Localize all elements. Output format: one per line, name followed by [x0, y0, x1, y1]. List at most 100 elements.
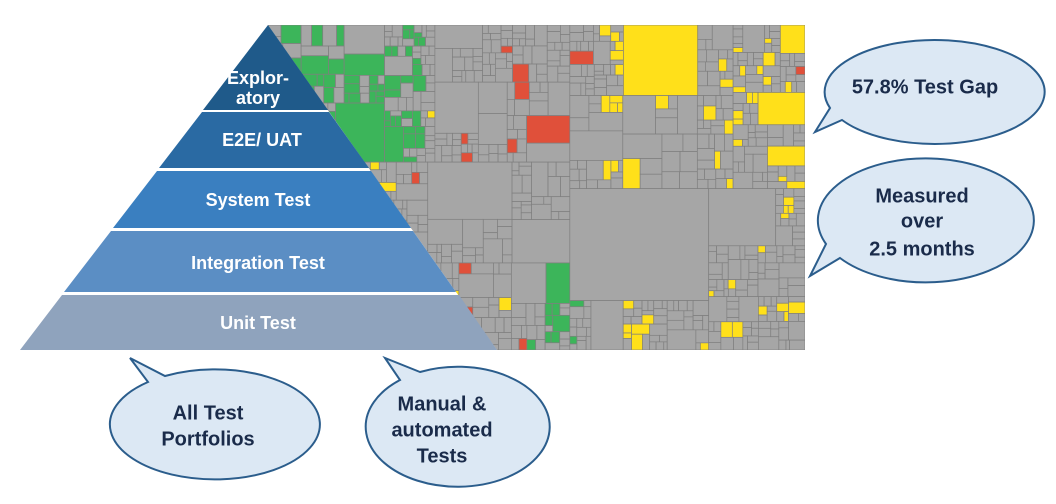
treemap-cell	[778, 277, 789, 289]
treemap-cell	[500, 30, 513, 39]
treemap-cell	[750, 112, 759, 126]
treemap-cell	[412, 51, 422, 59]
treemap-cell	[739, 65, 747, 77]
treemap-cell	[511, 201, 522, 209]
treemap-cell	[769, 25, 781, 32]
callout-text: 2.5 months	[869, 238, 975, 260]
treemap-cell	[610, 64, 616, 76]
treemap-cell	[606, 74, 619, 87]
treemap-cell	[798, 313, 805, 322]
treemap-cell	[716, 253, 729, 264]
treemap-cell	[580, 82, 587, 96]
treemap-cell	[413, 32, 423, 38]
treemap-cell	[742, 139, 749, 147]
treemap-cell	[799, 124, 805, 134]
treemap-cell	[328, 45, 345, 60]
treemap-cell	[783, 196, 795, 206]
treemap-cell	[425, 152, 436, 163]
treemap-cell	[649, 334, 661, 343]
treemap-cell	[482, 52, 490, 65]
treemap-cell	[742, 103, 751, 114]
treemap-cell	[705, 39, 713, 51]
treemap-cell	[300, 55, 329, 75]
treemap-cell	[655, 117, 678, 135]
treemap-cell	[789, 339, 805, 350]
treemap-cell	[482, 63, 491, 77]
treemap-cell	[792, 225, 805, 233]
treemap-cell	[776, 245, 784, 257]
treemap-cell	[579, 180, 587, 190]
treemap-cell	[425, 25, 436, 32]
treemap-cell	[384, 36, 391, 47]
treemap-cell	[488, 297, 500, 306]
treemap-cell	[513, 115, 528, 130]
callout-text: Measured	[875, 185, 968, 207]
treemap-cell	[778, 262, 805, 279]
treemap-cell	[429, 64, 436, 76]
pyramid-level	[113, 171, 411, 228]
treemap-cell	[775, 205, 784, 214]
treemap-cell	[747, 124, 756, 133]
treemap-cell	[412, 110, 422, 127]
treemap-cell	[417, 224, 429, 233]
treemap-cell	[696, 159, 715, 170]
treemap-cell	[434, 25, 483, 49]
treemap-cell	[731, 321, 744, 338]
treemap-cell	[359, 74, 370, 87]
treemap-cell	[402, 29, 411, 40]
treemap-cell	[732, 92, 747, 104]
treemap-cell	[526, 339, 537, 350]
treemap-cell	[726, 178, 734, 190]
treemap-cell	[708, 286, 718, 292]
treemap-cell	[546, 49, 561, 62]
level-label: Unit Test	[220, 313, 296, 333]
treemap-cell	[720, 321, 733, 338]
treemap-cell	[770, 296, 778, 307]
treemap-cell	[497, 226, 513, 240]
treemap-cell	[593, 33, 600, 42]
treemap-cell	[593, 25, 600, 35]
treemap-cell	[590, 300, 624, 350]
treemap-cell	[762, 52, 776, 67]
treemap-cell	[395, 161, 413, 175]
treemap-cell	[653, 308, 668, 317]
treemap-cell	[506, 52, 513, 62]
treemap-cell	[506, 81, 516, 100]
treemap-cell	[569, 32, 584, 42]
treemap-cell	[561, 41, 571, 51]
treemap-cell	[764, 38, 773, 44]
treemap-cell	[713, 290, 725, 298]
treemap-cell	[452, 132, 462, 141]
treemap-cell	[746, 52, 754, 67]
treemap-cell	[622, 308, 635, 318]
treemap-cell	[617, 74, 624, 87]
treemap-cell	[391, 45, 399, 57]
treemap-cell	[747, 132, 756, 139]
treemap-cell	[583, 25, 594, 32]
treemap-cell	[732, 75, 747, 88]
treemap-cell	[441, 155, 453, 163]
treemap-cell	[762, 84, 772, 93]
treemap-cell	[311, 25, 324, 47]
treemap-cell	[550, 196, 571, 213]
treemap-cell	[708, 188, 777, 247]
treemap-cell	[482, 238, 503, 264]
treemap-cell	[723, 279, 729, 290]
level-label: E2E/ UAT	[222, 130, 302, 150]
treemap-cell	[783, 311, 789, 322]
treemap-cell	[441, 256, 452, 264]
treemap-cell	[300, 45, 329, 57]
treemap-cell	[794, 165, 805, 174]
treemap-cell	[752, 171, 764, 182]
treemap-cell	[544, 325, 554, 333]
treemap-cell	[585, 83, 595, 90]
treemap-cell	[683, 310, 694, 318]
treemap-cell	[766, 310, 778, 322]
treemap-cell	[692, 300, 710, 316]
treemap-cell	[708, 296, 728, 323]
treemap-cell	[500, 25, 513, 31]
treemap-cell	[666, 329, 697, 350]
treemap-cell	[745, 65, 758, 75]
treemap-cell	[795, 212, 805, 227]
treemap-cell	[512, 25, 527, 34]
